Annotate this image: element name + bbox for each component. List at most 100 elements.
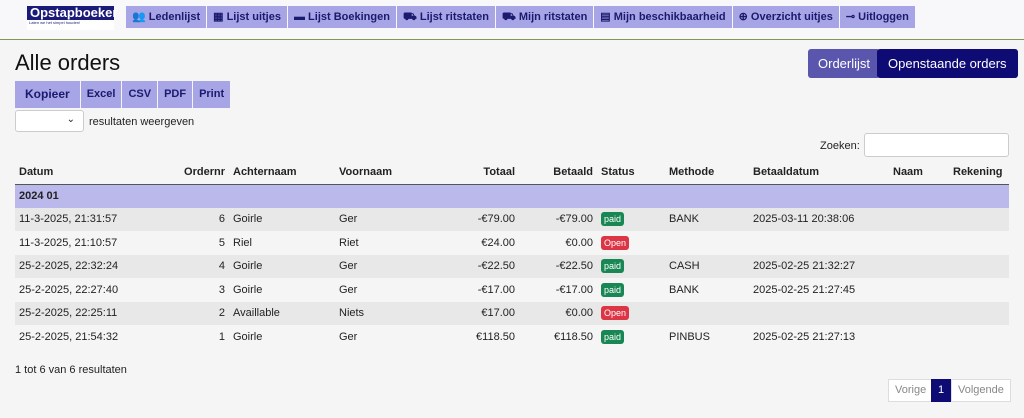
cell-ordernr: 2 [135, 301, 229, 325]
column-header-betaald[interactable]: Betaald [519, 161, 597, 185]
ticket-icon: ▬ [293, 11, 305, 23]
cell-totaal: €17.00 [441, 301, 519, 325]
search-input[interactable] [864, 133, 1009, 157]
cell-naam [889, 301, 949, 325]
nav-item-mijn-beschikbaarheid[interactable]: ▤ Mijn beschikbaarheid [594, 6, 732, 28]
page-length-label: resultaten weergeven [89, 116, 195, 128]
cell-ordernr: 5 [218, 236, 225, 249]
cell-rekening [949, 325, 1009, 349]
cell-ordernr: 6 [135, 207, 229, 231]
cell-betaaldatum [749, 231, 889, 255]
export-print-button[interactable]: Print [193, 81, 231, 108]
cell-totaal: -€22.50 [441, 254, 519, 278]
key-icon: ⊸ [845, 11, 856, 23]
cell-datum: 25-2-2025, 22:32:24 [15, 254, 135, 278]
column-header-methode[interactable]: Methode [665, 161, 749, 185]
cell-naam [889, 207, 949, 231]
column-header-betaaldatum[interactable]: Betaaldatum [749, 161, 889, 185]
status-cell: paid [597, 325, 665, 349]
cell-ordernr: 3 [218, 283, 225, 296]
cell-naam [889, 254, 949, 278]
cell-datum: 25-2-2025, 22:27:40 [19, 283, 119, 296]
table-row[interactable]: 25-2-2025, 22:25:11 2 Availlable Niets €17.0… [15, 301, 1009, 325]
cell-methode: CASH [665, 254, 749, 278]
export-kopieer-button[interactable]: Kopieer [15, 81, 80, 108]
cell-methode [665, 301, 749, 325]
export-pdf-button[interactable]: PDF [158, 81, 193, 108]
search-label: Zoeken: [820, 140, 860, 152]
column-header-voornaam[interactable]: Voornaam [335, 161, 441, 185]
cell-betaaldatum: 2025-02-25 21:27:45 [753, 283, 856, 296]
cell-datum: 11-3-2025, 21:10:57 [19, 236, 118, 249]
list-icon: ▤ [600, 11, 611, 23]
prev-page-button[interactable]: Vorige [888, 379, 934, 402]
cell-betaaldatum: 2025-02-25 21:27:13 [753, 330, 856, 343]
group-row: 2024 01 [15, 184, 1009, 208]
export-excel-button[interactable]: Excel [80, 81, 122, 108]
column-header-achternaam[interactable]: Achternaam [229, 161, 335, 185]
cell-totaal: -€79.00 [441, 207, 519, 231]
status-cell: paid [597, 254, 665, 278]
page-title: Alle orders [15, 50, 121, 75]
logo[interactable]: Opstapboeker Laten we het simpel houden! [27, 6, 117, 30]
table-row[interactable]: 25-2-2025, 22:32:24 4 Goirle Ger -€22.50 -€22… [15, 254, 1009, 278]
column-header-status[interactable]: Status [597, 161, 665, 185]
next-page-button[interactable]: Volgende [951, 379, 1011, 402]
cell-betaaldatum: 2025-03-11 20:38:06 [749, 207, 889, 231]
export-csv-button[interactable]: CSV [122, 81, 158, 108]
cell-betaaldatum: 2025-02-25 21:32:27 [749, 254, 889, 278]
status-badge: paid [601, 282, 625, 297]
nav-item-overzicht-uitjes[interactable]: ⊕ Overzicht uitjes [732, 6, 839, 28]
table-row[interactable]: 11-3-2025, 21:10:57 5 Riel Riet €24.00 €0.00 O… [15, 231, 1009, 255]
column-header-datum[interactable]: Datum [15, 161, 135, 185]
nav-item-ledenlijst[interactable]: 👥 Ledenlijst [126, 6, 207, 28]
table-row[interactable]: 25-2-2025, 22:27:40 3 Goirle Ger -€17.00 -€17… [15, 278, 1009, 302]
cell-naam [889, 231, 949, 255]
status-cell: Open [597, 301, 665, 325]
cell-methode [665, 231, 749, 255]
cell-voornaam: Ger [335, 207, 441, 231]
cell-achternaam: Goirle [229, 207, 335, 231]
calendar-icon: ▦ [213, 11, 224, 23]
nav-item-lijst-ritstaten[interactable]: ⛟ Lijst ritstaten [396, 6, 495, 28]
status-badge: paid [601, 329, 625, 344]
cell-datum: 25-2-2025, 21:54:32 [19, 330, 119, 343]
table-row[interactable]: 11-3-2025, 21:31:57 6 Goirle Ger -€79.00 -€79… [15, 207, 1009, 231]
orderlijst-button[interactable]: Orderlijst [808, 49, 881, 78]
column-header-naam[interactable]: Naam [889, 161, 949, 185]
status-cell: paid [597, 278, 665, 302]
column-header-totaal[interactable]: Totaal [441, 161, 519, 185]
globe-icon: ⊕ [738, 11, 748, 23]
cell-methode: BANK [665, 207, 749, 231]
status-badge: paid [601, 259, 625, 274]
column-header-rekening[interactable]: Rekening [949, 161, 1009, 185]
nav-item-lijst-uitjes[interactable]: ▦ Lijst uitjes [207, 6, 287, 28]
cell-voornaam: Ger [339, 330, 358, 343]
main-nav: 👥 Ledenlijst ▦ Lijst uitjes ▬ Lijst Boekin… [126, 6, 916, 28]
openstaande-orders-button[interactable]: Openstaande orders [877, 49, 1018, 78]
cell-achternaam: Availlable [229, 301, 335, 325]
export-buttons: Kopieer Excel CSV PDF Print [15, 81, 231, 108]
cell-betaald: €118.50 [554, 330, 593, 343]
cell-totaal: €24.00 [481, 236, 515, 249]
page-1-button[interactable]: 1 [931, 379, 952, 402]
orders-table: Datum Ordernr Achternaam Voornaam Totaal Beta… [15, 161, 1009, 349]
status-badge: paid [601, 212, 625, 227]
status-cell: Open [597, 231, 665, 255]
table-row[interactable]: 25-2-2025, 21:54:32 1 Goirle Ger €118.50 €118… [15, 325, 1009, 349]
cell-voornaam: Ger [339, 283, 358, 296]
nav-item-uitloggen[interactable]: ⊸ Uitloggen [839, 6, 915, 28]
status-cell: paid [597, 207, 665, 231]
nav-item-mijn-ritstaten[interactable]: ⛟ Mijn ritstaten [495, 6, 594, 28]
cell-totaal: -€17.00 [477, 283, 515, 296]
cell-naam [889, 278, 949, 302]
cell-totaal: €118.50 [476, 330, 515, 343]
column-header-ordernr[interactable]: Ordernr [135, 161, 229, 185]
nav-item-lijst-boekingen[interactable]: ▬ Lijst Boekingen [287, 6, 396, 28]
top-navbar: Opstapboeker Laten we het simpel houden! … [0, 0, 1024, 40]
page-length-select[interactable]: ⌄ [15, 110, 84, 132]
cell-betaald: €0.00 [565, 236, 593, 249]
cell-methode: PINBUS [669, 330, 710, 343]
cell-betaald: €0.00 [519, 301, 597, 325]
chevron-down-icon: ⌄ [66, 114, 75, 125]
